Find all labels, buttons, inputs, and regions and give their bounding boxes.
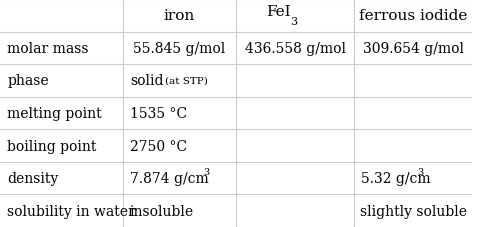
Text: 5.32 g/cm: 5.32 g/cm xyxy=(361,171,431,185)
Text: FeI: FeI xyxy=(266,5,290,19)
Text: 7.874 g/cm: 7.874 g/cm xyxy=(130,171,209,185)
Text: phase: phase xyxy=(7,74,48,88)
Text: slightly soluble: slightly soluble xyxy=(360,204,467,218)
Text: boiling point: boiling point xyxy=(7,139,96,153)
Text: 309.654 g/mol: 309.654 g/mol xyxy=(363,42,464,56)
Text: iron: iron xyxy=(164,9,195,23)
Text: 3: 3 xyxy=(290,17,298,27)
Text: melting point: melting point xyxy=(7,106,102,121)
Text: 3: 3 xyxy=(417,168,423,176)
Text: density: density xyxy=(7,171,59,185)
Text: ferrous iodide: ferrous iodide xyxy=(359,9,468,23)
Text: 436.558 g/mol: 436.558 g/mol xyxy=(245,42,346,56)
Text: 1535 °C: 1535 °C xyxy=(130,106,187,121)
Text: insoluble: insoluble xyxy=(130,204,194,218)
Text: solubility in water: solubility in water xyxy=(7,204,135,218)
Text: 55.845 g/mol: 55.845 g/mol xyxy=(133,42,226,56)
Text: solid: solid xyxy=(130,74,163,88)
Text: 3: 3 xyxy=(203,168,209,176)
Text: molar mass: molar mass xyxy=(7,42,89,56)
Text: 2750 °C: 2750 °C xyxy=(130,139,187,153)
Text: (at STP): (at STP) xyxy=(165,76,208,86)
